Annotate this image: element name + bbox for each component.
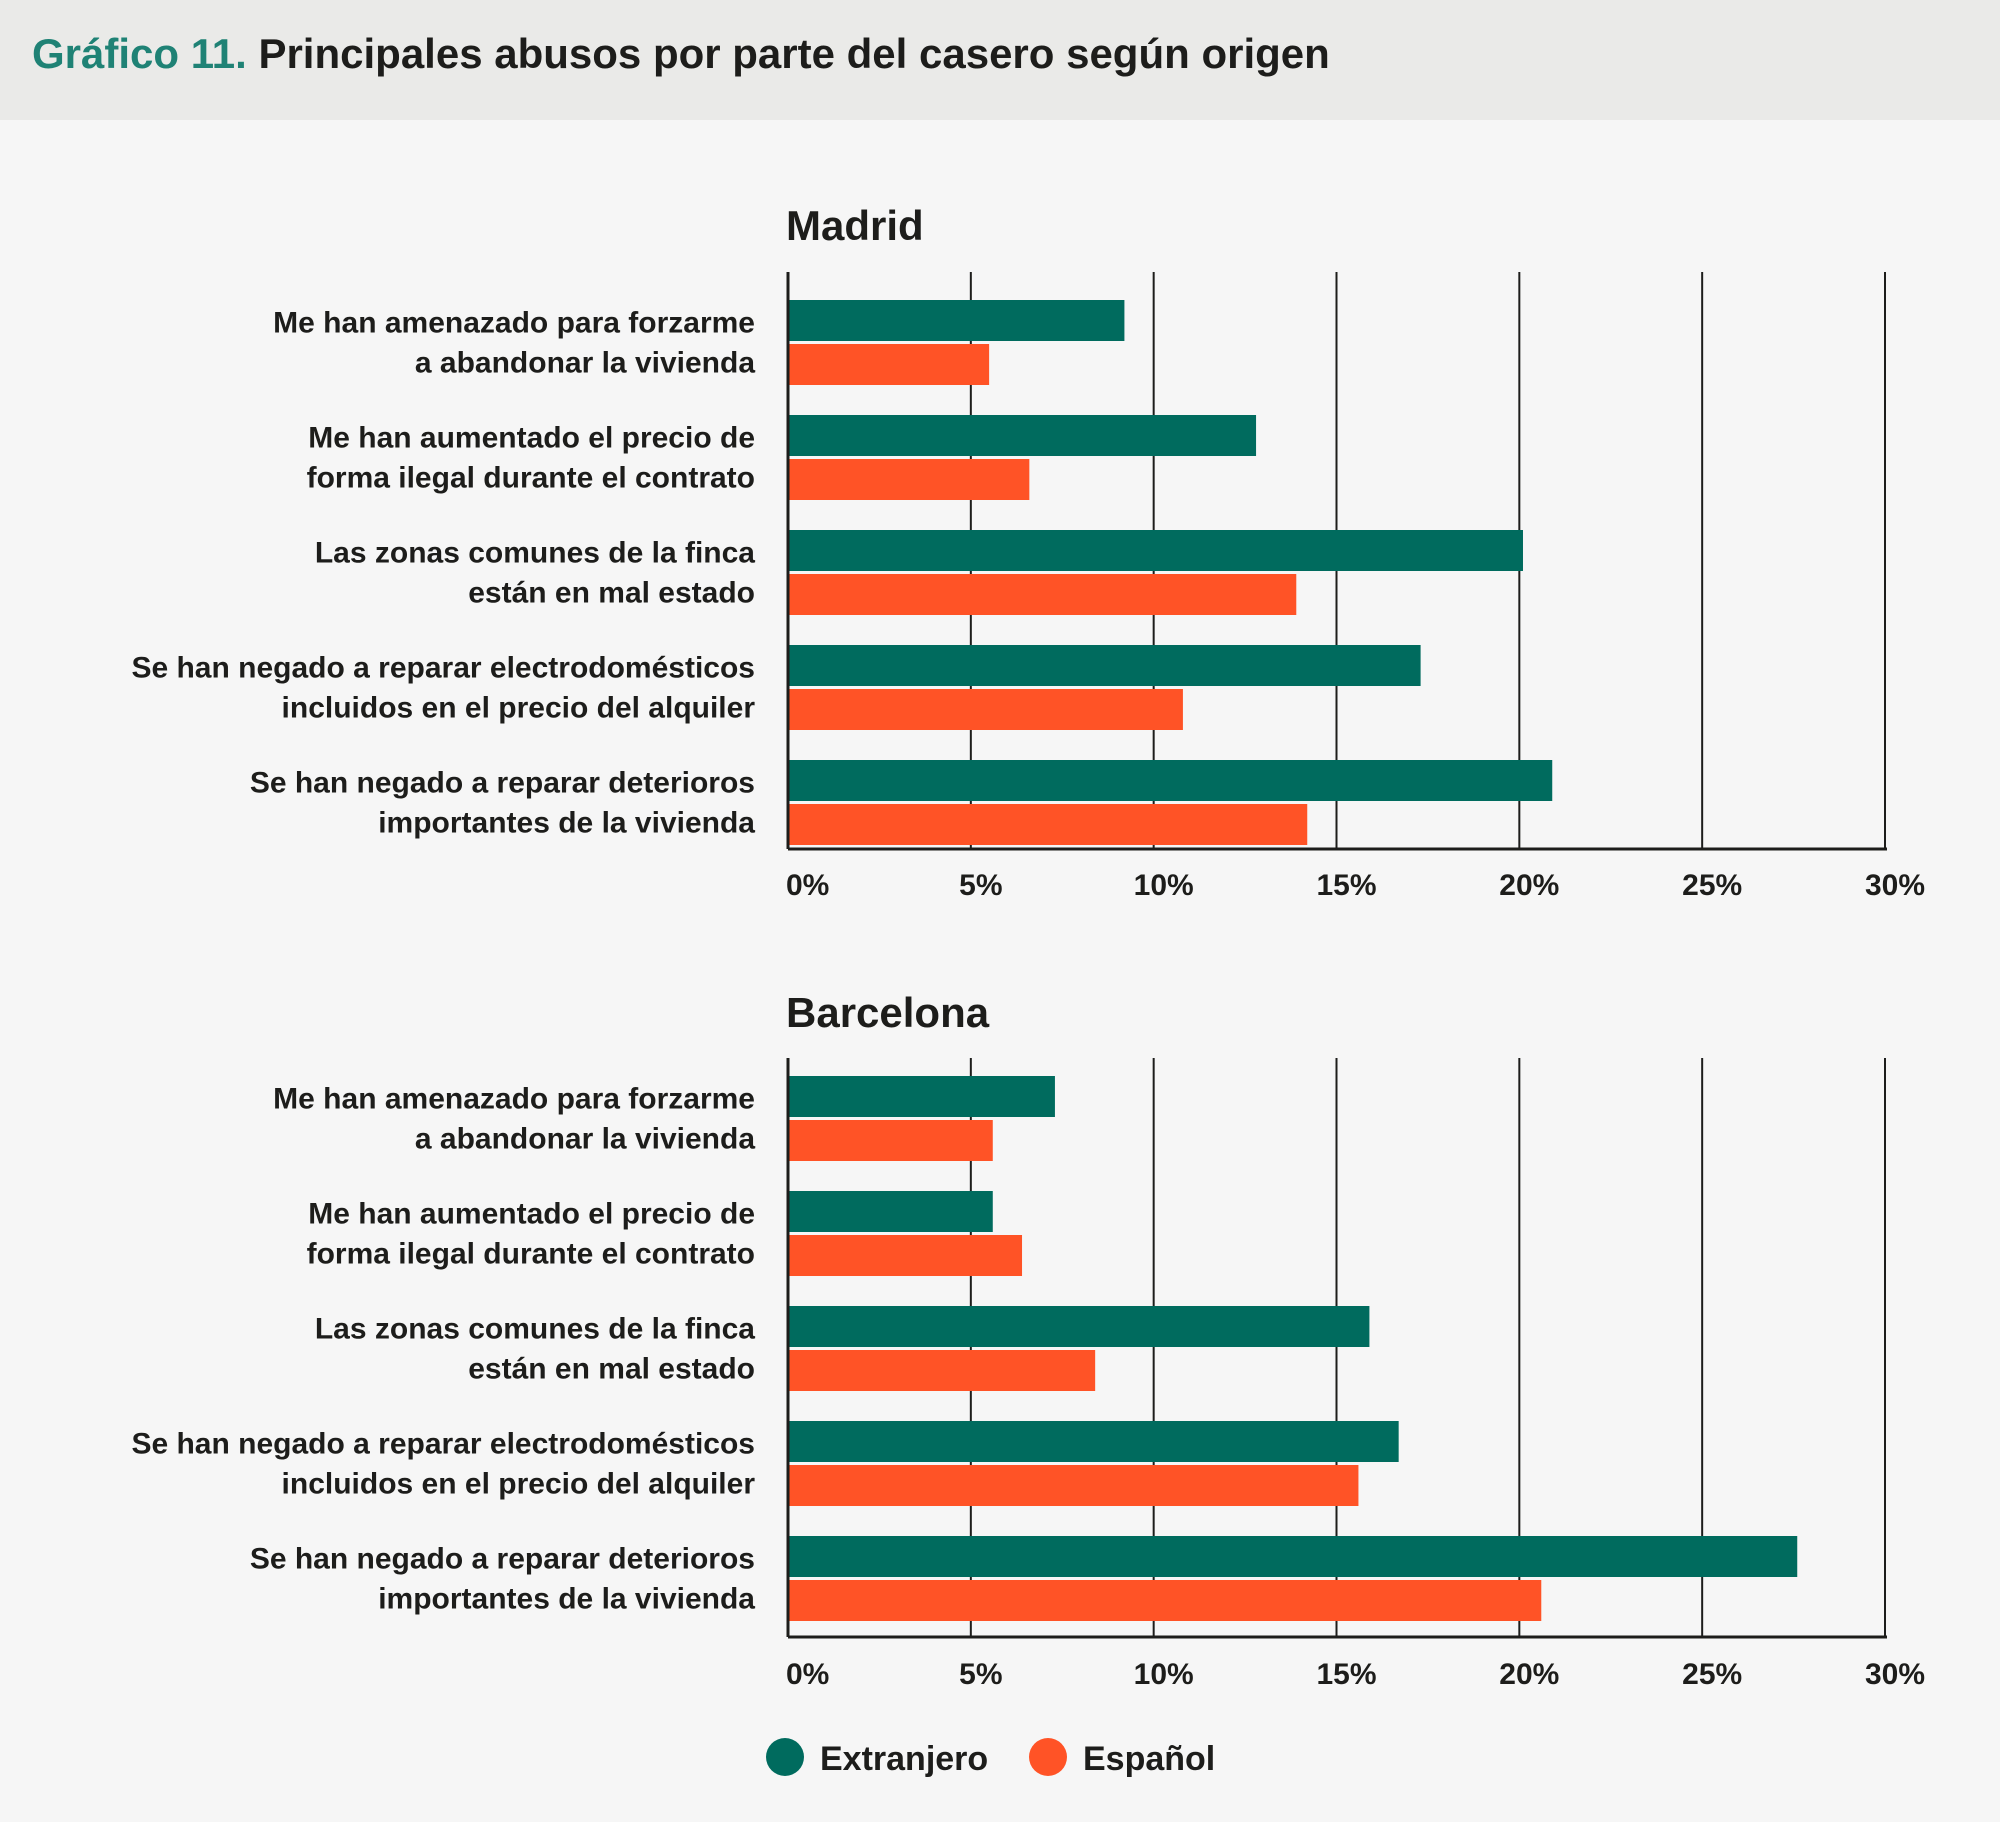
barcelona-bar-extranjero [788,1536,1798,1577]
madrid-category-label: forma ilegal durante el contrato [307,462,755,495]
barcelona-tick-label: 30% [1865,1658,1925,1691]
barcelona-bar-extranjero [788,1076,1055,1117]
barcelona-category-label: forma ilegal durante el contrato [307,1238,755,1271]
barcelona-panel-title: Barcelona [786,989,990,1036]
barcelona-tick-label: 0% [786,1658,829,1691]
legend-swatch-extranjero [766,1738,804,1776]
barcelona-category-label: Me han aumentado el precio de [308,1198,755,1231]
madrid-tick-label: 5% [959,869,1002,902]
barcelona-category-label: Me han amenazado para forzarme [273,1083,755,1116]
legend-swatch-espanol [1029,1738,1067,1776]
madrid-category-label: Me han aumentado el precio de [308,422,755,455]
madrid-tick-label: 30% [1865,869,1925,902]
madrid-category-label: Las zonas comunes de la finca [315,537,755,570]
madrid-panel-title: Madrid [786,202,924,249]
madrid-bar-espanol [788,459,1030,500]
madrid-tick-label: 20% [1499,869,1559,902]
madrid-category-label: a abandonar la vivienda [415,347,755,380]
barcelona-tick-label: 10% [1134,1658,1194,1691]
barcelona-tick-label: 5% [959,1658,1002,1691]
chart-number: Gráfico 11. [32,30,247,77]
madrid-bar-espanol [788,689,1183,730]
madrid-bar-espanol [788,344,990,385]
madrid-category-label: están en mal estado [468,577,755,610]
madrid-category-label: Se han negado a reparar deterioros [250,767,755,800]
barcelona-bar-espanol [788,1120,993,1161]
madrid-tick-label: 10% [1134,869,1194,902]
chart-header: Gráfico 11. Principales abusos por parte… [0,0,2000,120]
madrid-bar-extranjero [788,300,1125,341]
legend-label-espanol: Español [1083,1740,1215,1778]
barcelona-category-label: Se han negado a reparar electrodoméstico… [131,1428,755,1461]
chart-heading: Gráfico 11. Principales abusos por parte… [32,30,1330,78]
madrid-category-label: Me han amenazado para forzarme [273,307,755,340]
barcelona-tick-label: 25% [1682,1658,1742,1691]
barcelona-category-label: incluidos en el precio del alquiler [282,1468,756,1501]
madrid-bar-espanol [788,574,1297,615]
madrid-category-label: incluidos en el precio del alquiler [282,692,756,725]
madrid-bar-espanol [788,804,1308,845]
barcelona-bar-espanol [788,1350,1096,1391]
chart-title: Principales abusos por parte del casero … [258,30,1330,77]
madrid-bar-extranjero [788,415,1257,456]
madrid-category-label: Se han negado a reparar electrodoméstico… [131,652,755,685]
barcelona-category-label: importantes de la vivienda [378,1583,755,1616]
legend-label-extranjero: Extranjero [820,1740,988,1778]
barcelona-category-label: Las zonas comunes de la finca [315,1313,755,1346]
barcelona-category-label: a abandonar la vivienda [415,1123,755,1156]
madrid-bar-extranjero [788,760,1553,801]
barcelona-bar-espanol [788,1580,1542,1621]
barcelona-category-label: Se han negado a reparar deterioros [250,1543,755,1576]
madrid-tick-label: 0% [786,869,829,902]
madrid-category-label: importantes de la vivienda [378,807,755,840]
barcelona-tick-label: 15% [1316,1658,1376,1691]
barcelona-tick-label: 20% [1499,1658,1559,1691]
barcelona-bar-extranjero [788,1191,993,1232]
madrid-tick-label: 15% [1316,869,1376,902]
barcelona-category-label: están en mal estado [468,1353,755,1386]
barcelona-bar-espanol [788,1235,1023,1276]
barcelona-bar-extranjero [788,1306,1370,1347]
madrid-tick-label: 25% [1682,869,1742,902]
madrid-bar-extranjero [788,645,1421,686]
barcelona-bar-espanol [788,1465,1359,1506]
barcelona-bar-extranjero [788,1421,1399,1462]
madrid-bar-extranjero [788,530,1523,571]
